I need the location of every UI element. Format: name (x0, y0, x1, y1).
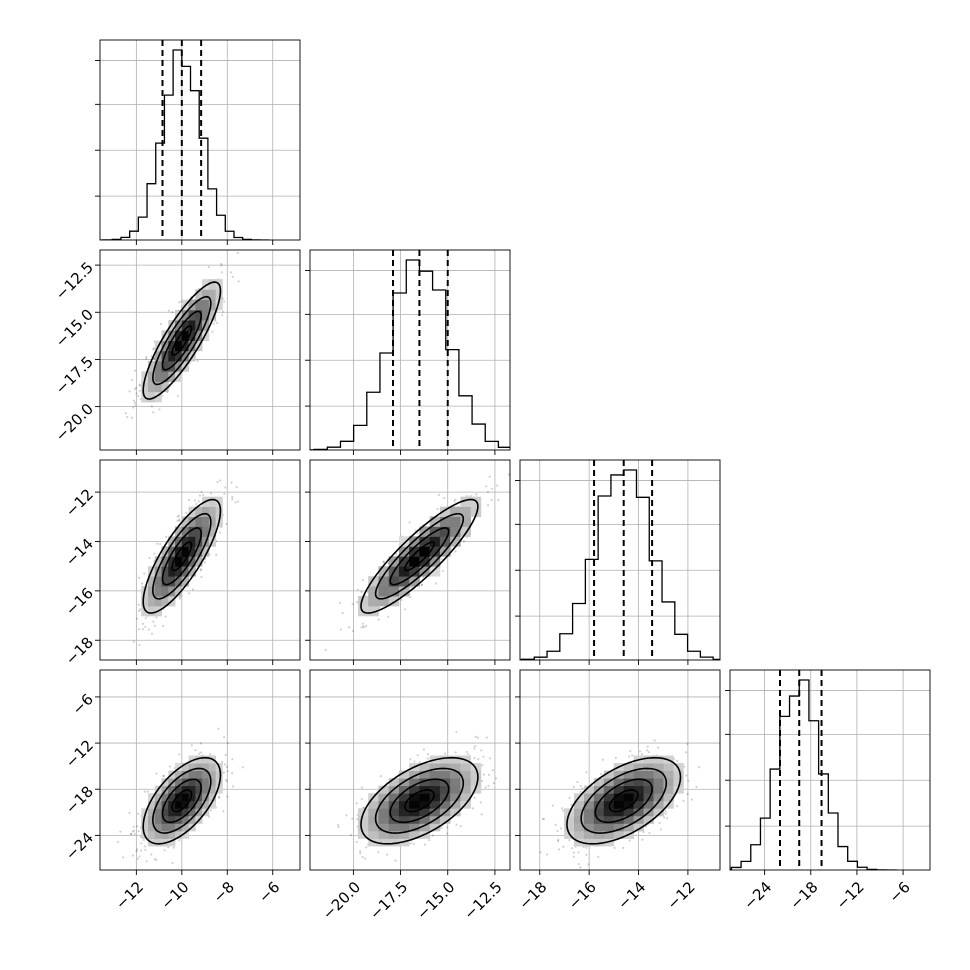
contour-2 (580, 767, 668, 834)
ytick-label-1: −18 (62, 783, 97, 818)
panel-frame (99, 669, 301, 871)
ytick-label-2: −12 (62, 736, 97, 771)
ytick-label-0: −24 (62, 829, 97, 864)
contour-0 (404, 541, 435, 572)
xtick-label-3: −6 (885, 878, 913, 906)
xtick-label-3: −12 (664, 878, 699, 913)
density-shading (358, 496, 482, 617)
ytick-label-1: −16 (62, 584, 97, 619)
xtick-label-2: −14 (614, 878, 649, 913)
contour-3 (142, 498, 222, 614)
contour-1 (594, 778, 653, 824)
panel-frame (309, 459, 511, 661)
panel-2-0: −18 −16 −14 −12 (62, 459, 301, 669)
panel-1-1 (305, 249, 511, 455)
contour-0 (171, 541, 193, 572)
ytick-label-3: −12.5 (52, 258, 97, 303)
xtick-label-3: −12.5 (460, 878, 505, 923)
contour-1 (161, 778, 202, 824)
ytick-label-3: −6 (69, 690, 97, 718)
panel-frame (729, 669, 931, 871)
xtick-label-2: −15.0 (413, 878, 458, 923)
contour-3 (360, 498, 479, 614)
histogram-0 (100, 49, 270, 240)
panel-3-1: −20.0 −17.5 −15.0 −12.5 (305, 669, 511, 923)
contour-0 (608, 789, 639, 813)
xtick-label-3: −6 (255, 878, 283, 906)
contour-0 (171, 789, 193, 813)
contour-3 (360, 756, 479, 845)
panel-frame (99, 249, 301, 451)
panel-1-0: −20.0−17.5−15.0−12.5 (52, 249, 301, 455)
panel-3-2: −18 −16 −14 −12 (515, 669, 721, 913)
contour-3 (566, 756, 682, 845)
contour-0 (171, 325, 193, 356)
panel-frame (519, 459, 721, 661)
panel-frame (99, 459, 301, 661)
contour-1 (389, 527, 450, 586)
contour-2 (152, 512, 212, 600)
xtick-label-2: −8 (210, 878, 238, 906)
ytick-label-0: −20.0 (52, 400, 97, 445)
xtick-label-2: −12 (833, 878, 868, 913)
ytick-label-1: −17.5 (52, 353, 97, 398)
contour-2 (152, 295, 212, 386)
xtick-label-1: −16 (565, 878, 600, 913)
panel-3-0: −24 −18 −12 −6 −12 −10 −8 −6 (62, 669, 301, 913)
contour-1 (389, 778, 450, 824)
ytick-label-2: −14 (62, 535, 97, 570)
contour-0 (404, 789, 435, 813)
contour-1 (161, 527, 202, 586)
contour-3 (142, 756, 222, 845)
ytick-label-3: −12 (62, 485, 97, 520)
panel-frame (309, 669, 511, 871)
ytick-label-0: −18 (62, 634, 97, 669)
density-shading (564, 755, 684, 847)
xtick-label-1: −17.5 (366, 878, 411, 923)
ytick-label-2: −15.0 (52, 306, 97, 351)
panel-frame (519, 669, 721, 871)
xtick-label-1: −10 (157, 878, 192, 913)
density-shading (358, 755, 482, 847)
panel-2-1 (305, 459, 511, 665)
xtick-label-0: −24 (740, 878, 775, 913)
panel-frame (309, 249, 511, 451)
histogram-3 (730, 679, 897, 870)
panel-3-3: −24 −18 −12 −6 (725, 669, 931, 913)
xtick-label-0: −20.0 (319, 878, 364, 923)
panel-frame (99, 39, 301, 241)
contour-1 (161, 310, 202, 371)
contour-2 (374, 767, 465, 834)
panel-0-0 (95, 39, 301, 245)
contour-2 (374, 512, 465, 600)
xtick-label-0: −18 (515, 878, 550, 913)
contour-2 (152, 767, 212, 834)
xtick-label-1: −18 (786, 878, 821, 913)
contour-3 (142, 281, 222, 400)
density-shading (141, 755, 223, 847)
xtick-label-0: −12 (112, 878, 147, 913)
panel-2-2 (515, 459, 721, 665)
